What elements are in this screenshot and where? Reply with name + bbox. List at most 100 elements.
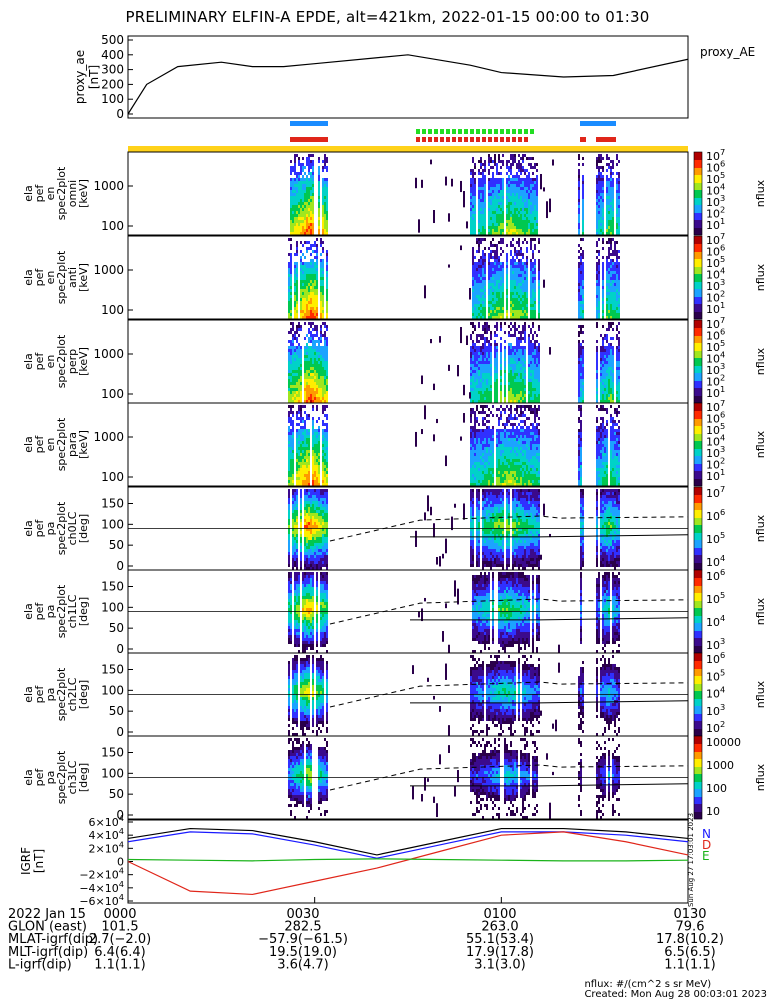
spectro-pixel [476, 295, 478, 298]
spectro-pixel [514, 253, 516, 256]
spectro-pixel [312, 232, 314, 235]
spectro-pixel [472, 184, 474, 187]
spectro-pixel [314, 444, 316, 447]
spectro-pixel [520, 247, 522, 250]
spectro-pixel [290, 361, 292, 364]
spectro-pixel [308, 169, 310, 172]
spectro-pixel [302, 157, 304, 160]
spectro-pixel [490, 223, 492, 226]
spectro-pixel [608, 307, 610, 310]
spectro-pixel [484, 187, 486, 190]
spectro-pixel [300, 232, 302, 235]
colorbar-slice [694, 371, 702, 373]
spectro-pixel [528, 325, 530, 328]
spectro-pixel [324, 429, 326, 432]
spectro-pixel [488, 208, 490, 211]
spectro-pixel [516, 340, 518, 343]
spectro-pixel [518, 358, 520, 361]
spectro-pixel [610, 295, 612, 298]
spectro-pixel [486, 349, 488, 352]
spectro-pixel [474, 283, 476, 286]
spectro-pixel [474, 343, 476, 346]
spectro-pixel [514, 274, 516, 277]
spectro-pixel [608, 238, 610, 241]
spectro-pixel [524, 205, 526, 208]
spectro-pixel [302, 223, 304, 226]
spectro-pixel [478, 223, 480, 226]
spectro-pixel [538, 370, 540, 373]
spectro-pixel [516, 190, 518, 193]
spectro-pixel [290, 435, 292, 438]
spectro-pixel [290, 262, 292, 265]
spectro-pixel [516, 400, 518, 403]
spectro-pixel [480, 358, 482, 361]
spectro-pixel [612, 292, 614, 295]
spectro-pixel [516, 193, 518, 196]
colorbar-slice [694, 337, 702, 339]
spectro-pixel [524, 349, 526, 352]
spectro-pixel [604, 388, 606, 391]
spectro-pixel [478, 187, 480, 190]
spectro-pixel [314, 280, 316, 283]
spectro-pixel [470, 447, 472, 450]
spectro-pixel [534, 205, 536, 208]
spectro-pixel [520, 352, 522, 355]
spectro-pixel [524, 277, 526, 280]
spectro-pixel [494, 364, 496, 367]
spectro-pixel [326, 160, 328, 163]
spectro-pixel [480, 367, 482, 370]
spectro-pixel [528, 217, 530, 220]
spectro-pixel [472, 382, 474, 385]
spectro-pixel [470, 211, 472, 214]
spectro-pixel [324, 154, 326, 157]
spectro-pixel [518, 277, 520, 280]
spectro-pixel [524, 283, 526, 286]
spectro-pixel [300, 370, 302, 373]
spectro-pixel [302, 184, 304, 187]
spectro-pixel [506, 244, 508, 247]
spectro-pixel [490, 232, 492, 235]
spectro-pixel [302, 229, 304, 232]
spectro-pixel [472, 379, 474, 382]
spectro-pixel [322, 355, 324, 358]
spectro-sparse [421, 179, 423, 188]
spectro-pixel [310, 391, 312, 394]
spectro-pixel [300, 352, 302, 355]
spectro-pixel [494, 187, 496, 190]
colorbar-slice [694, 365, 702, 367]
spectro-pixel [324, 208, 326, 211]
energy-ylabel: ela [22, 353, 35, 370]
spectro-pixel [508, 400, 510, 403]
spectro-pixel [536, 184, 538, 187]
spectro-pixel [296, 205, 298, 208]
spectro-pixel [318, 364, 320, 367]
spectro-pixel [300, 250, 302, 253]
spectro-pixel [616, 214, 618, 217]
spectro-pixel [602, 292, 604, 295]
spectro-pixel [536, 202, 538, 205]
spectro-pixel [510, 172, 512, 175]
spectro-pixel [478, 346, 480, 349]
spectro-pixel [308, 190, 310, 193]
spectro-pixel [520, 295, 522, 298]
spectro-pixel [302, 462, 304, 465]
spectro-pixel [474, 379, 476, 382]
spectro-pixel [292, 364, 294, 367]
spectro-pixel [288, 444, 290, 447]
spectro-pixel [578, 373, 580, 376]
spectro-pixel [324, 385, 326, 388]
spectro-pixel [600, 199, 602, 202]
spectro-pixel [296, 397, 298, 400]
spectro-pixel [532, 373, 534, 376]
spectro-pixel [600, 160, 602, 163]
spectro-pixel [508, 346, 510, 349]
spectro-pixel [486, 337, 488, 340]
spectro-pixel [524, 394, 526, 397]
spectro-pixel [290, 483, 292, 486]
spectro-pixel [312, 169, 314, 172]
spectro-pixel [294, 292, 296, 295]
spectro-pixel [312, 379, 314, 382]
spectro-pixel [312, 310, 314, 313]
spectro-pixel [516, 358, 518, 361]
spectro-pixel [480, 283, 482, 286]
